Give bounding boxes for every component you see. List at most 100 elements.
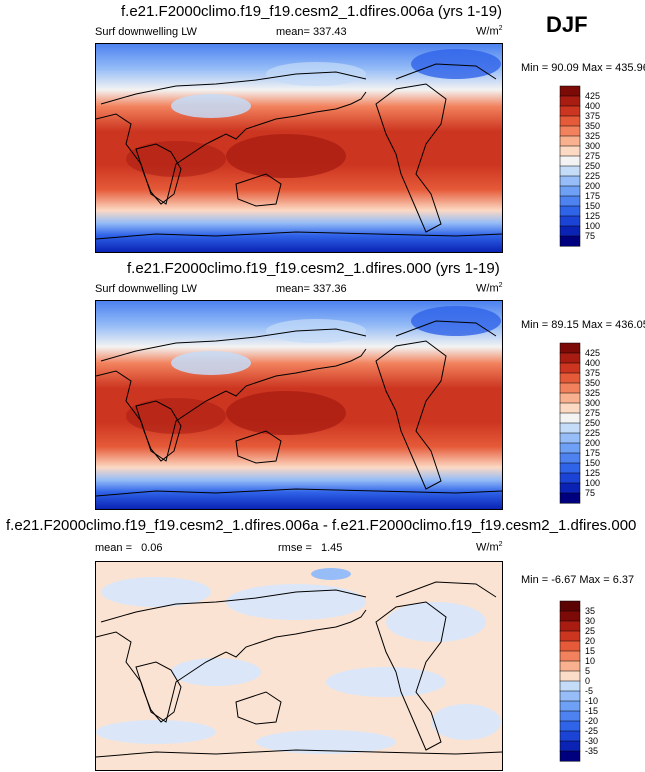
panel-2-colorbar-label: 375 <box>585 368 600 378</box>
panel-2-colorbar-label: 200 <box>585 438 600 448</box>
panel-3-mean: mean = 0.06 <box>95 542 162 554</box>
panel-3-colorbar-box <box>559 600 581 612</box>
panel-2-colorbar-box <box>559 382 581 394</box>
panel-1-colorbar-label: 350 <box>585 121 600 131</box>
panel-1-colorbar-label: 150 <box>585 201 600 211</box>
panel-3-colorbar-label: 30 <box>585 616 595 626</box>
panel-1-title: f.e21.F2000climo.f19_f19.cesm2_1.dfires.… <box>121 3 503 20</box>
panel-3-map <box>95 561 503 771</box>
panel-2-colorbar-label: 125 <box>585 468 600 478</box>
panel-2-colorbar-label: 325 <box>585 388 600 398</box>
panel-2-colorbar-svg: 4254003753503253002752502252001751501251… <box>559 342 600 504</box>
panel-3-map-svg <box>96 562 502 770</box>
panel-1-colorbar-box <box>559 125 581 137</box>
panel-2-colorbar-label: 425 <box>585 348 600 358</box>
panel-1-colorbar-svg: 4254003753503253002752502252001751501251… <box>559 85 600 247</box>
panel-3-units-base: W/m <box>476 541 499 554</box>
panel-2-colorbar-label: 150 <box>585 458 600 468</box>
panel-1-map <box>95 43 503 253</box>
panel-1-colorbar-box <box>559 225 581 237</box>
panel-3-colorbar-label: -15 <box>585 706 598 716</box>
panel-2-colorbar-box <box>559 422 581 434</box>
panel-1-colorbar-box <box>559 95 581 107</box>
panel-3-colorbar-box <box>559 630 581 642</box>
season-label: DJF <box>546 12 588 37</box>
panel-1-colorbar-box <box>559 175 581 187</box>
panel-3-colorbar-box <box>559 670 581 682</box>
panel-1-colorbar-box <box>559 165 581 177</box>
panel-2-colorbar-label: 75 <box>585 488 595 498</box>
panel-1-colorbar-box <box>559 85 581 97</box>
panel-1-colorbar: 425 400 375 350 325 300 275 250 225 200 175 150 125 1… <box>559 85 630 248</box>
panel-3-colorbar-box <box>559 650 581 662</box>
panel-2-colorbar-box <box>559 472 581 484</box>
panel-3-title: f.e21.F2000climo.f19_f19.cesm2_1.dfires.… <box>6 517 637 534</box>
panel-3-colorbar-box <box>559 610 581 622</box>
panel-2-map-svg <box>96 301 502 509</box>
panel-1-colorbar-box <box>559 135 581 147</box>
panel-3-colorbar-label: -10 <box>585 696 598 706</box>
panel-1-variable-label: Surf downwelling LW <box>95 26 197 38</box>
panel-2-mean-label: mean= <box>276 283 310 295</box>
panel-2-colorbar-box <box>559 442 581 454</box>
panel-3-colorbar-label: 20 <box>585 636 595 646</box>
panel-1-colorbar-label: 250 <box>585 161 600 171</box>
panel-3-colorbar-label: 5 <box>585 666 590 676</box>
panel-2-units-exp: 2 <box>498 282 503 289</box>
panel-3-units: W/m2 <box>476 541 503 554</box>
panel-1-colorbar-box <box>559 155 581 167</box>
panel-2-colorbar-box <box>559 392 581 404</box>
panel-2-mean: mean= 337.36 <box>276 283 347 295</box>
panel-1-colorbar-label: 275 <box>585 151 600 161</box>
panel-2-colorbar-label: 350 <box>585 378 600 388</box>
panel-3-colorbar-box <box>559 690 581 702</box>
panel-1-units-exp: 2 <box>498 25 503 32</box>
panel-2-colorbar-label: 400 <box>585 358 600 368</box>
panel-2-title: f.e21.F2000climo.f19_f19.cesm2_1.dfires.… <box>127 260 500 277</box>
panel-2-units-base: W/m <box>476 282 499 295</box>
panel-1-colorbar-label: 200 <box>585 181 600 191</box>
panel-3-colorbar-box <box>559 660 581 672</box>
panel-2-colorbar-box <box>559 342 581 354</box>
panel-3-colorbar-label: -5 <box>585 686 593 696</box>
panel-3-colorbar-box <box>559 700 581 712</box>
panel-3-colorbar-box <box>559 730 581 742</box>
panel-3-colorbar-label: 10 <box>585 656 595 666</box>
panel-1-colorbar-box <box>559 235 581 247</box>
panel-2-colorbar-box <box>559 462 581 474</box>
panel-3-colorbar-label: 25 <box>585 626 595 636</box>
panel-1-units-base: W/m <box>476 25 499 38</box>
panel-3-units-exp: 2 <box>498 541 503 548</box>
panel-2-colorbar-box <box>559 482 581 494</box>
panel-2-colorbar-label: 300 <box>585 398 600 408</box>
panel-1-colorbar-box <box>559 115 581 127</box>
panel-3-minmax: Min = -6.67 Max = 6.37 <box>521 574 635 586</box>
panel-3-colorbar-box <box>559 680 581 692</box>
panel-3-rmse: rmse = 1.45 <box>278 542 342 554</box>
panel-1-colorbar-box <box>559 205 581 217</box>
panel-3-rmse-label: rmse = <box>278 542 312 554</box>
panel-3-colorbar: 35 30 25 20 15 10 5 0 -5 -10 -15 -20 -25 -30 -35 <box>559 600 630 763</box>
panel-2-colorbar-box <box>559 352 581 364</box>
panel-1-map-svg <box>96 44 502 252</box>
panel-2-colorbar-box <box>559 492 581 504</box>
panel-2-minmax: Min = 89.15 Max = 436.05 <box>521 319 645 331</box>
panel-1-colorbar-label: 100 <box>585 221 600 231</box>
panel-2-map <box>95 300 503 510</box>
panel-3-colorbar-label: 35 <box>585 606 595 616</box>
panel-1-colorbar-box <box>559 195 581 207</box>
panel-1-mean: mean= 337.43 <box>276 26 347 38</box>
panel-3-colorbar-box <box>559 710 581 722</box>
panel-3-rmse-value: 1.45 <box>321 542 343 554</box>
panel-1-units: W/m2 <box>476 25 503 38</box>
panel-3-mean-label: mean = <box>95 542 132 554</box>
panel-3-colorbar-box <box>559 640 581 652</box>
panel-1-colorbar-label: 225 <box>585 171 600 181</box>
panel-1-colorbar-box <box>559 145 581 157</box>
panel-1-colorbar-label: 425 <box>585 91 600 101</box>
panel-3-colorbar-label: -35 <box>585 746 598 756</box>
panel-3-colorbar-box <box>559 740 581 752</box>
panel-2-colorbar-label: 275 <box>585 408 600 418</box>
panel-1-colorbar-label: 175 <box>585 191 600 201</box>
